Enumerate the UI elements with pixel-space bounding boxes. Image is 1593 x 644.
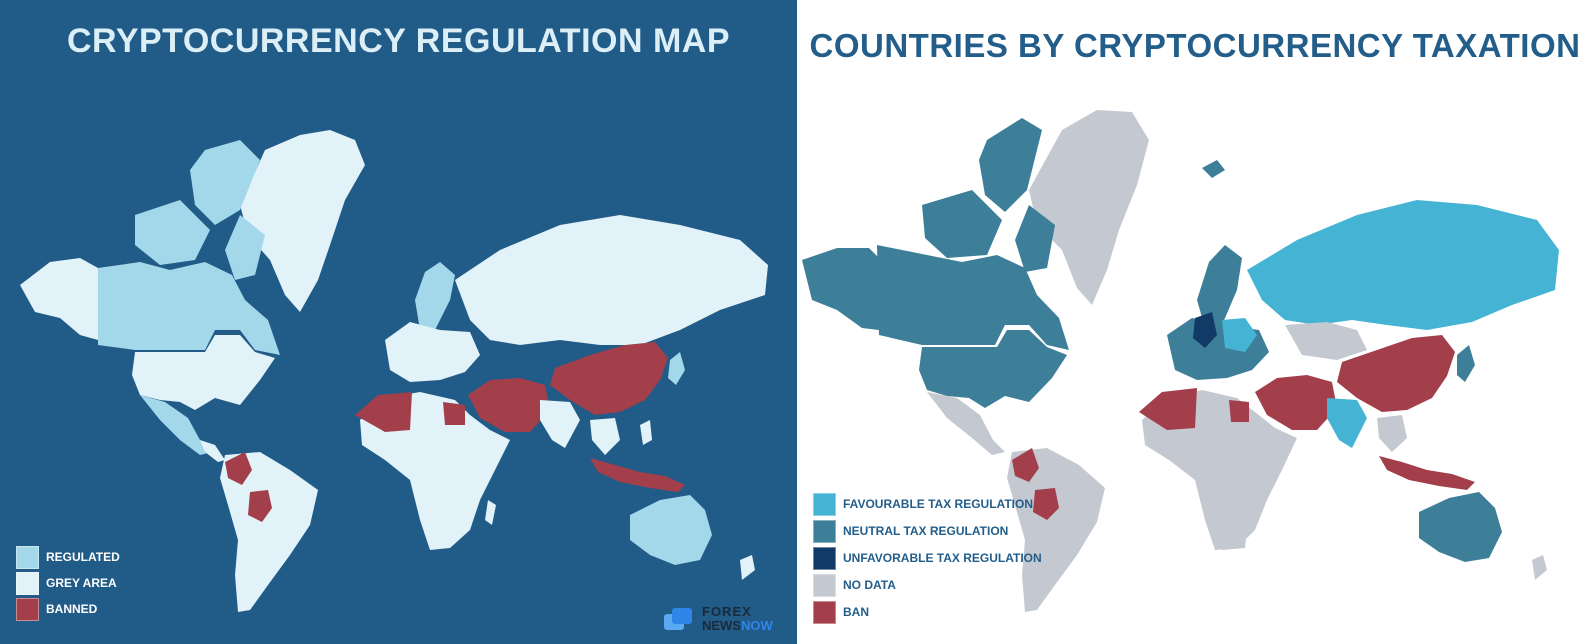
map-india [540,400,580,448]
map-africa [360,392,510,550]
map-bolivia-banned [1033,488,1059,520]
logo-mark-icon [664,608,692,630]
map-central-asia [1285,322,1367,360]
map-new-zealand [1532,555,1547,580]
legend-label-regulated: REGULATED [46,550,120,564]
map-egypt-banned [443,402,465,425]
map-usa [132,335,275,410]
map-mexico [927,392,1005,455]
legend-swatch-ban [813,601,836,624]
map-greenland [1029,110,1149,305]
legend-swatch-unfavorable [813,547,836,570]
map-alaska [20,258,98,340]
map-russia [1247,200,1559,330]
map-australia [1419,492,1502,562]
map-colombia-ecuador-banned [225,452,252,485]
map-usa [919,330,1067,408]
taxation-map-panel: COUNTRIES BY CRYPTOCURRENCY TAXATION [797,0,1593,644]
legend-swatch-grey-area [16,572,39,595]
legend-label-ban: BAN [843,605,869,619]
map-mexico [140,395,212,455]
legend-swatch-neutral [813,520,836,543]
map-greenland [240,130,365,312]
legend-swatch-favourable [813,493,836,516]
legend-label-favourable: FAVOURABLE TAX REGULATION [843,497,1033,511]
regulation-world-map [20,130,768,612]
regulation-map-panel: CRYPTOCURRENCY REGULATION MAP [0,0,797,644]
map-japan [668,352,685,385]
map-southeast-asia [590,418,620,455]
legend-swatch-regulated [16,546,39,569]
map-middle-east-banned [468,378,550,432]
map-europe [385,322,480,382]
map-north-africa-banned [355,392,412,432]
logo-text-now: NOW [741,618,773,633]
map-australia [630,495,712,565]
map-germany-unfavorable [1193,312,1217,348]
logo-text-forex: FOREX [702,604,752,619]
legend-label-no-data: NO DATA [843,578,896,592]
map-south-africa [1217,528,1247,550]
map-indonesia-banned [1379,456,1475,490]
map-china-banned [1337,335,1455,412]
legend-label-unfavorable: UNFAVORABLE TAX REGULATION [843,551,1042,565]
map-russia-asia [455,215,768,345]
map-north-africa-banned [1139,388,1197,430]
map-scandinavia [415,262,455,330]
map-canadian-arctic [922,118,1055,272]
map-eastern-europe-favourable [1222,318,1257,352]
map-south-america [220,452,318,612]
map-egypt-banned [1229,400,1249,422]
map-europe [1167,318,1269,380]
map-canadian-arctic [135,140,265,280]
legend-swatch-no-data [813,574,836,597]
map-canada [98,262,280,355]
forex-news-now-logo: FOREX NEWSNOW [664,602,789,636]
map-africa [1142,390,1297,550]
legend-label-neutral: NEUTRAL TAX REGULATION [843,524,1009,538]
map-china-banned [550,342,668,415]
map-alaska [802,248,879,330]
logo-text-news: NEWS [702,618,741,633]
map-indonesia-banned [590,458,685,492]
map-madagascar [485,500,496,525]
regulation-map-title: CRYPTOCURRENCY REGULATION MAP [66,22,731,60]
map-japan-korea [1457,345,1475,382]
map-central-america [200,440,225,462]
legend-swatch-banned [16,598,39,621]
map-southeast-asia [1377,415,1407,452]
logo-text-newsnow: NEWSNOW [702,619,773,632]
map-iceland [1202,160,1225,178]
map-bolivia-banned [248,490,272,522]
map-south-america [1007,448,1105,612]
legend-label-banned: BANNED [46,602,98,616]
map-canada [877,245,1069,350]
map-middle-east-banned [1255,375,1337,430]
map-india-favourable [1327,398,1367,448]
map-philippines [640,420,652,445]
legend-label-grey-area: GREY AREA [46,576,117,590]
map-scandinavia [1197,245,1242,328]
taxation-world-map [802,110,1559,612]
map-colombia-ecuador-banned [1012,448,1039,482]
taxation-map-title: COUNTRIES BY CRYPTOCURRENCY TAXATION [809,27,1581,64]
map-new-zealand [740,555,755,580]
